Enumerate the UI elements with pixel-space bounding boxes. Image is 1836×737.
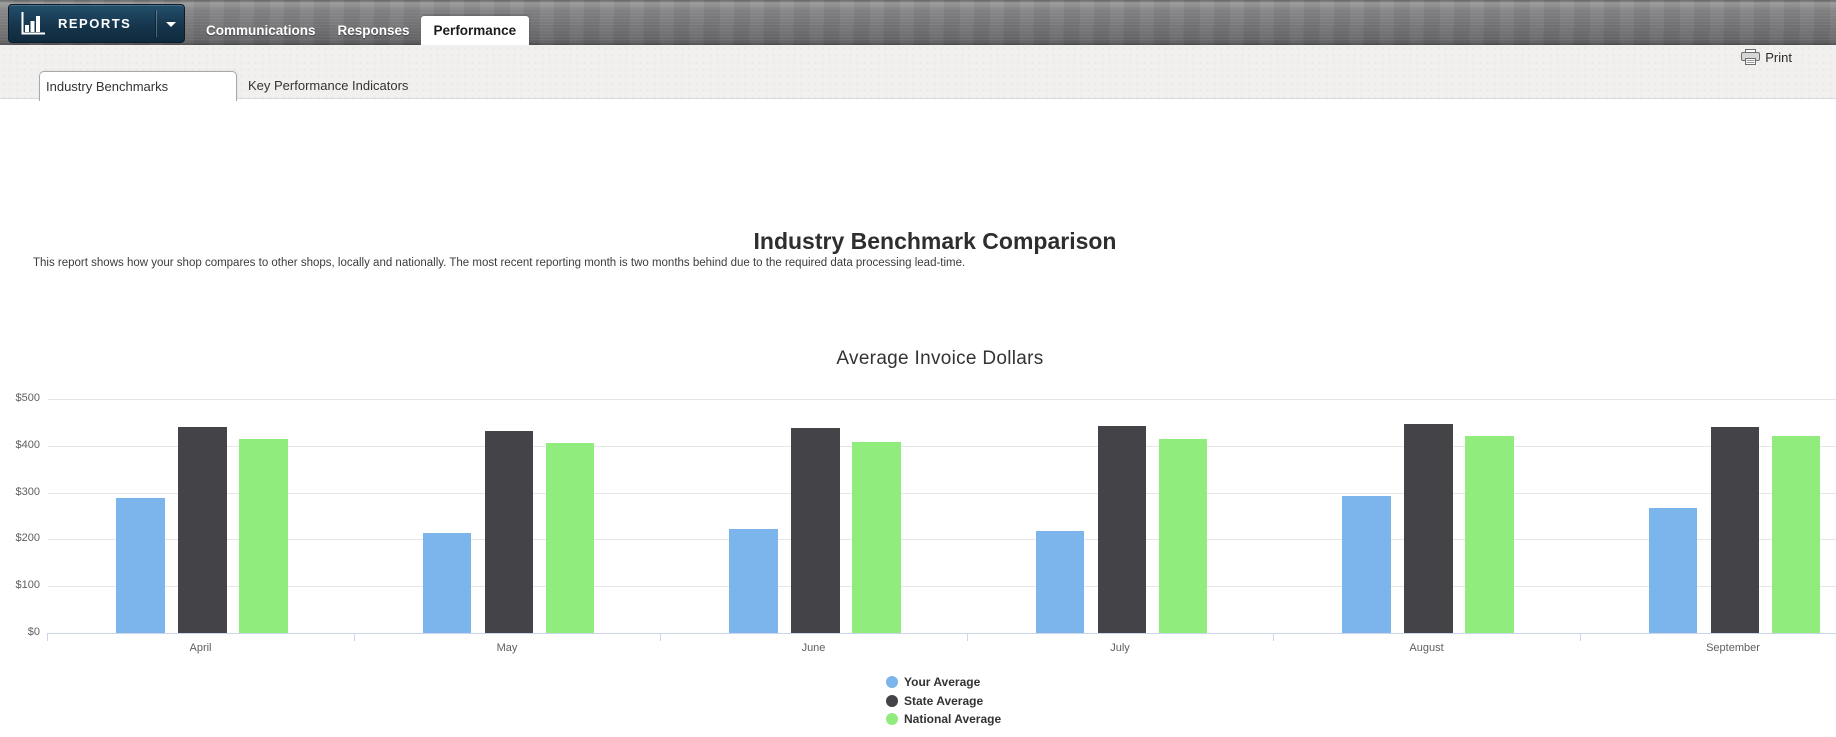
y-axis-label: $500 — [0, 392, 40, 404]
legend-marker-icon — [886, 713, 898, 725]
legend-marker-icon — [886, 676, 898, 688]
benchmark-bar-chart: Average Invoice Dollars Your Average Stat… — [0, 304, 1836, 737]
legend-label: National Average — [904, 712, 1001, 726]
x-axis-label-may: May — [354, 642, 661, 654]
reports-logo-label: REPORTS — [58, 16, 131, 31]
bar-may-your-average[interactable] — [423, 533, 472, 633]
bar-august-your-average[interactable] — [1342, 496, 1391, 633]
legend-label: Your Average — [904, 675, 980, 689]
y-axis-label: $300 — [0, 486, 40, 498]
legend-item-national-average[interactable]: National Average — [886, 710, 1001, 729]
bar-june-state-average[interactable] — [791, 428, 840, 633]
print-button-label: Print — [1765, 50, 1792, 65]
legend-item-your-average[interactable]: Your Average — [886, 673, 1001, 692]
bar-july-national-average[interactable] — [1159, 439, 1208, 633]
bar-june-your-average[interactable] — [729, 529, 778, 633]
reports-menu-button[interactable]: REPORTS — [8, 4, 185, 43]
x-axis-tick — [1580, 633, 1581, 641]
gridline — [48, 586, 1836, 587]
bar-april-national-average[interactable] — [239, 439, 288, 633]
x-axis-label-august: August — [1273, 642, 1580, 654]
logo-divider — [156, 10, 157, 37]
report-content-area: Industry Benchmark Comparison This repor… — [0, 99, 1836, 638]
chart-legend: Your Average State Average National Averag… — [886, 673, 1001, 729]
bar-august-state-average[interactable] — [1404, 424, 1453, 633]
x-axis-tick — [354, 633, 355, 641]
bar-chart-icon — [19, 11, 46, 36]
legend-item-state-average[interactable]: State Average — [886, 692, 1001, 711]
bar-september-your-average[interactable] — [1649, 508, 1698, 633]
bar-may-state-average[interactable] — [485, 431, 534, 633]
bar-july-your-average[interactable] — [1036, 531, 1085, 633]
x-axis-line — [48, 633, 1836, 634]
gridline — [48, 399, 1836, 400]
tab-responses[interactable]: Responses — [327, 16, 421, 45]
chart-title: Average Invoice Dollars — [0, 348, 1836, 370]
legend-marker-icon — [886, 695, 898, 707]
gridline — [48, 446, 1836, 447]
tab-performance[interactable]: Performance — [421, 16, 530, 45]
y-axis-label: $0 — [0, 626, 40, 638]
bar-august-national-average[interactable] — [1465, 436, 1514, 633]
chevron-down-icon[interactable] — [166, 22, 176, 27]
bar-september-state-average[interactable] — [1711, 427, 1760, 633]
bar-june-national-average[interactable] — [852, 442, 901, 633]
legend-label: State Average — [904, 694, 983, 708]
subtab-key-performance-indicators[interactable]: Key Performance Indicators — [237, 71, 408, 100]
subtab-industry-benchmarks[interactable]: Industry Benchmarks — [39, 71, 237, 101]
bar-april-your-average[interactable] — [116, 498, 165, 633]
bar-april-state-average[interactable] — [178, 427, 227, 633]
gridline — [48, 539, 1836, 540]
page-description: This report shows how your shop compares… — [33, 257, 965, 269]
x-axis-label-july: July — [967, 642, 1274, 654]
bar-may-national-average[interactable] — [546, 443, 595, 633]
y-axis-label: $400 — [0, 439, 40, 451]
print-button[interactable]: Print — [1741, 49, 1792, 65]
gridline — [48, 493, 1836, 494]
x-axis-tick — [47, 633, 48, 641]
x-axis-label-april: April — [47, 642, 354, 654]
y-axis-label: $200 — [0, 532, 40, 544]
x-axis-label-june: June — [660, 642, 967, 654]
page-title: Industry Benchmark Comparison — [0, 228, 1836, 255]
x-axis-label-september: September — [1580, 642, 1836, 654]
y-axis-label: $100 — [0, 579, 40, 591]
tab-communications[interactable]: Communications — [195, 16, 327, 45]
printer-icon — [1741, 49, 1760, 65]
x-axis-tick — [967, 633, 968, 641]
bar-july-state-average[interactable] — [1098, 426, 1147, 633]
x-axis-tick — [1273, 633, 1274, 641]
x-axis-tick — [660, 633, 661, 641]
bar-september-national-average[interactable] — [1772, 436, 1821, 633]
